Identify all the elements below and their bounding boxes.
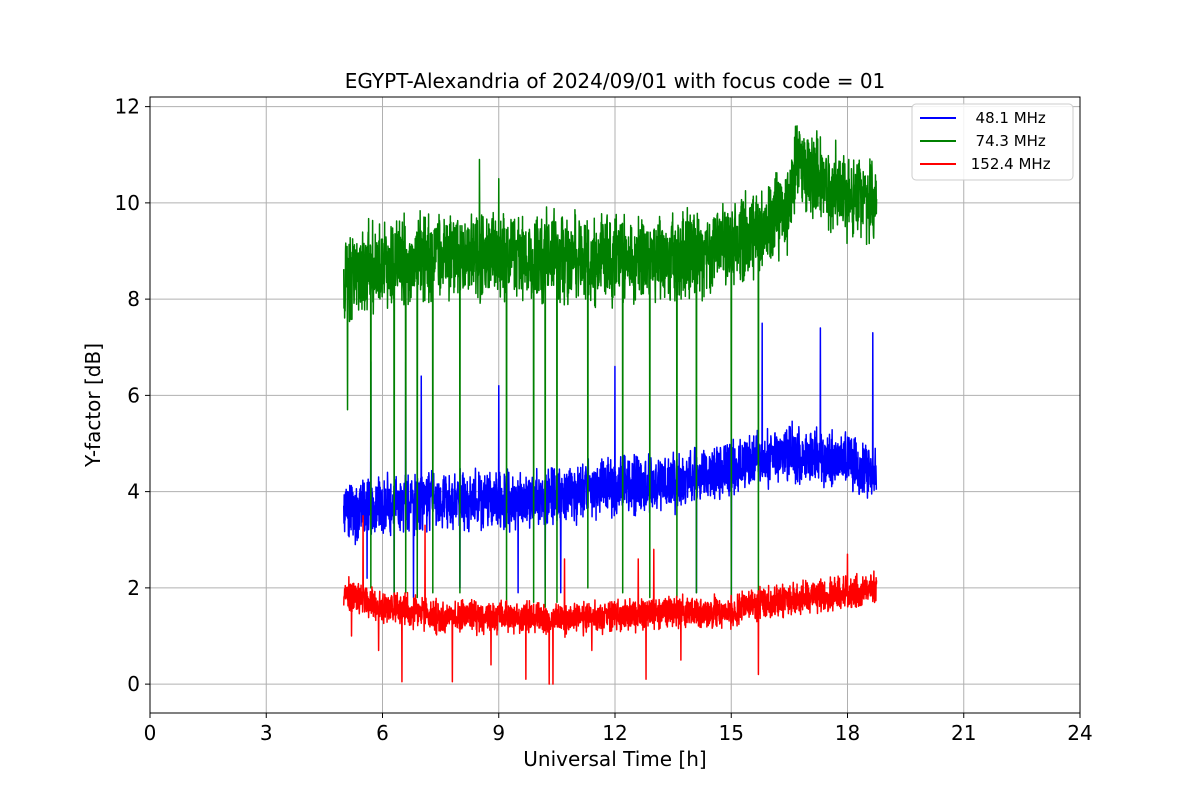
y-tick-label: 4 — [127, 480, 140, 504]
x-tick-label: 21 — [951, 721, 976, 745]
y-axis: 0 2 4 6 8 10 12 — [115, 95, 150, 696]
series-layer — [343, 125, 878, 685]
x-tick-label: 18 — [835, 721, 860, 745]
y-tick-label: 6 — [127, 383, 140, 407]
x-axis-label: Universal Time [h] — [523, 747, 706, 771]
x-axis: 0 3 6 9 12 15 18 21 24 — [144, 713, 1093, 745]
legend: 48.1 MHz 74.3 MHz 152.4 MHz — [911, 103, 1074, 181]
x-tick-label: 24 — [1067, 721, 1092, 745]
x-tick-label: 12 — [602, 721, 627, 745]
y-tick-label: 12 — [115, 95, 140, 119]
x-tick-label: 6 — [376, 721, 389, 745]
chart-title: EGYPT-Alexandria of 2024/09/01 with focu… — [345, 69, 886, 93]
x-tick-label: 15 — [719, 721, 744, 745]
x-tick-label: 3 — [260, 721, 273, 745]
x-tick-label: 9 — [492, 721, 505, 745]
legend-label: 74.3 MHz — [966, 132, 1046, 150]
x-tick-label: 0 — [144, 721, 157, 745]
legend-box — [911, 103, 1074, 181]
series-line — [343, 514, 878, 685]
legend-label: 152.4 MHz — [966, 155, 1051, 173]
y-tick-label: 10 — [115, 191, 140, 215]
y-tick-label: 2 — [127, 576, 140, 600]
legend-label: 48.1 MHz — [966, 109, 1046, 127]
y-tick-label: 0 — [127, 672, 140, 696]
y-tick-label: 8 — [127, 287, 140, 311]
y-axis-label: Y-factor [dB] — [81, 343, 105, 468]
series-line — [343, 125, 878, 608]
